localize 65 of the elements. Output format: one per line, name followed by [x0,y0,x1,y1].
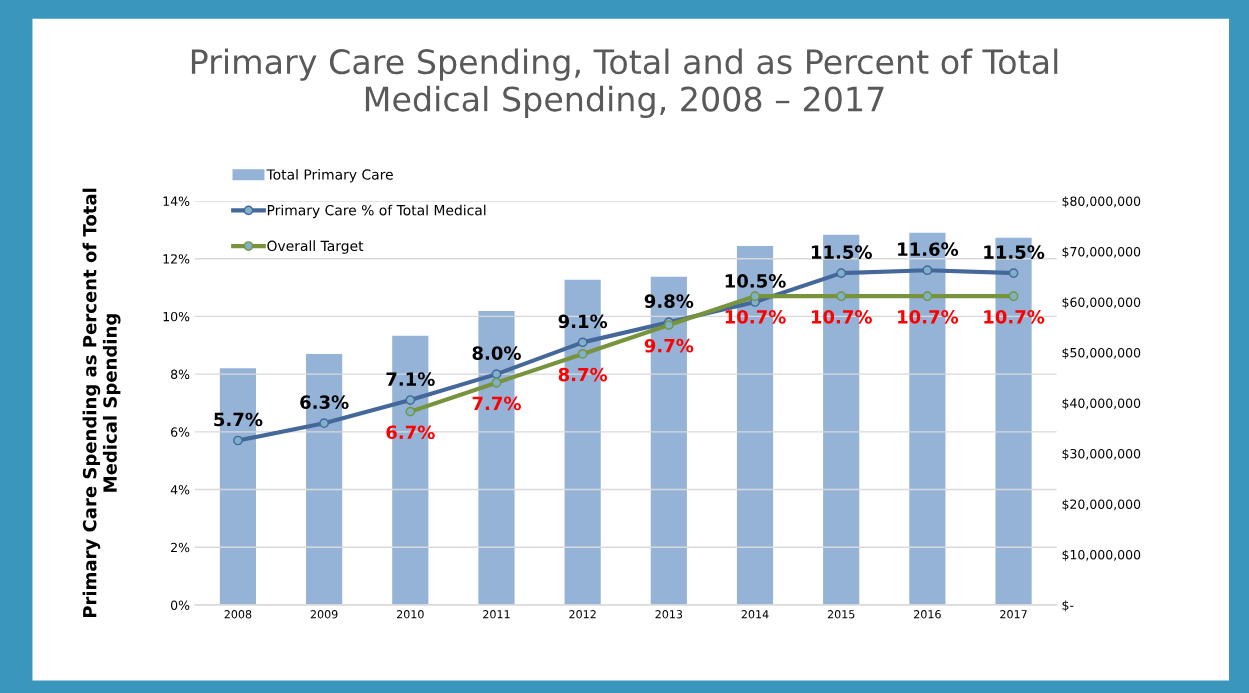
data-label: 7.7% [472,396,521,411]
legend-label: Primary Care % of Total Medical [267,204,486,219]
y2-tick-label: $70,000,000 [1062,246,1141,259]
y-axis-title: Primary Care Spending as Percent of Total Medical Spending [82,188,121,618]
x-tick-label: 2014 [741,610,769,619]
data-label: 9.8% [644,294,694,308]
data-label: 10.5% [725,274,786,288]
y-tick-label: 4% [170,485,190,495]
point [750,291,760,302]
data-label: 7.1% [386,372,435,386]
point [1008,291,1019,302]
x-tick-label: 2010 [396,610,424,619]
data-label: 6.7% [386,425,435,440]
y2-tick-label: $20,000,000 [1062,499,1141,511]
point [836,291,847,302]
data-label: 9.1% [558,314,608,329]
y2-tick-label: $80,000,000 [1062,196,1141,208]
point [922,265,933,276]
y-tick-label: 8% [171,369,190,380]
y2-tick-label: $- [1062,600,1074,612]
point [491,377,502,388]
data-label: 8.7% [558,367,608,382]
legend-label: Overall Target [267,240,364,254]
legend-label: Total Primary Care [266,169,393,183]
x-tick-label: 2009 [310,610,338,619]
y-tick-label: 2% [171,542,190,553]
point [577,349,588,359]
x-tick-label: 2017 [1000,610,1027,619]
point [405,395,416,405]
point [922,291,933,302]
y-tick-label: 12% [163,254,190,264]
data-label: 10.7% [811,310,872,324]
data-label: 8.0% [472,346,521,360]
y2-tick-label: $10,000,000 [1062,549,1141,562]
point [491,369,502,379]
data-label: 9.7% [644,338,694,353]
chart-title: Primary Care Spending, Total and as Percent of Total Medical Spending, 2008 – 2017 [191,48,1058,119]
y2-tick-label: $40,000,000 [1062,398,1141,410]
x-tick-label: 2012 [569,610,596,619]
point [836,268,847,278]
point [577,337,588,348]
x-tick-label: 2013 [655,610,683,619]
data-label: 11.6% [898,242,959,257]
x-tick-label: 2011 [483,610,510,619]
data-label: 6.3% [300,395,349,409]
y-tick-label: 0% [170,600,190,610]
point [233,435,243,446]
y2-tick-label: $60,000,000 [1062,297,1141,309]
point [1008,268,1019,278]
data-label: 10.7% [984,310,1045,324]
y-tick-label: 14% [163,196,190,206]
x-tick-label: 2015 [827,610,855,619]
data-label: 11.5% [984,245,1045,259]
data-label: 5.7% [214,412,263,427]
y2-tick-label: $30,000,000 [1062,448,1141,461]
y2-tick-label: $50,000,000 [1062,347,1141,360]
point [405,406,416,417]
data-label: 11.5% [811,245,872,259]
x-tick-label: 2008 [224,610,252,619]
y-tick-label: 6% [171,427,190,437]
x-tick-label: 2016 [914,610,941,619]
point [319,418,329,429]
y-tick-label: 10% [163,311,190,322]
data-label: 10.7% [725,310,786,324]
data-label: 10.7% [898,310,959,324]
